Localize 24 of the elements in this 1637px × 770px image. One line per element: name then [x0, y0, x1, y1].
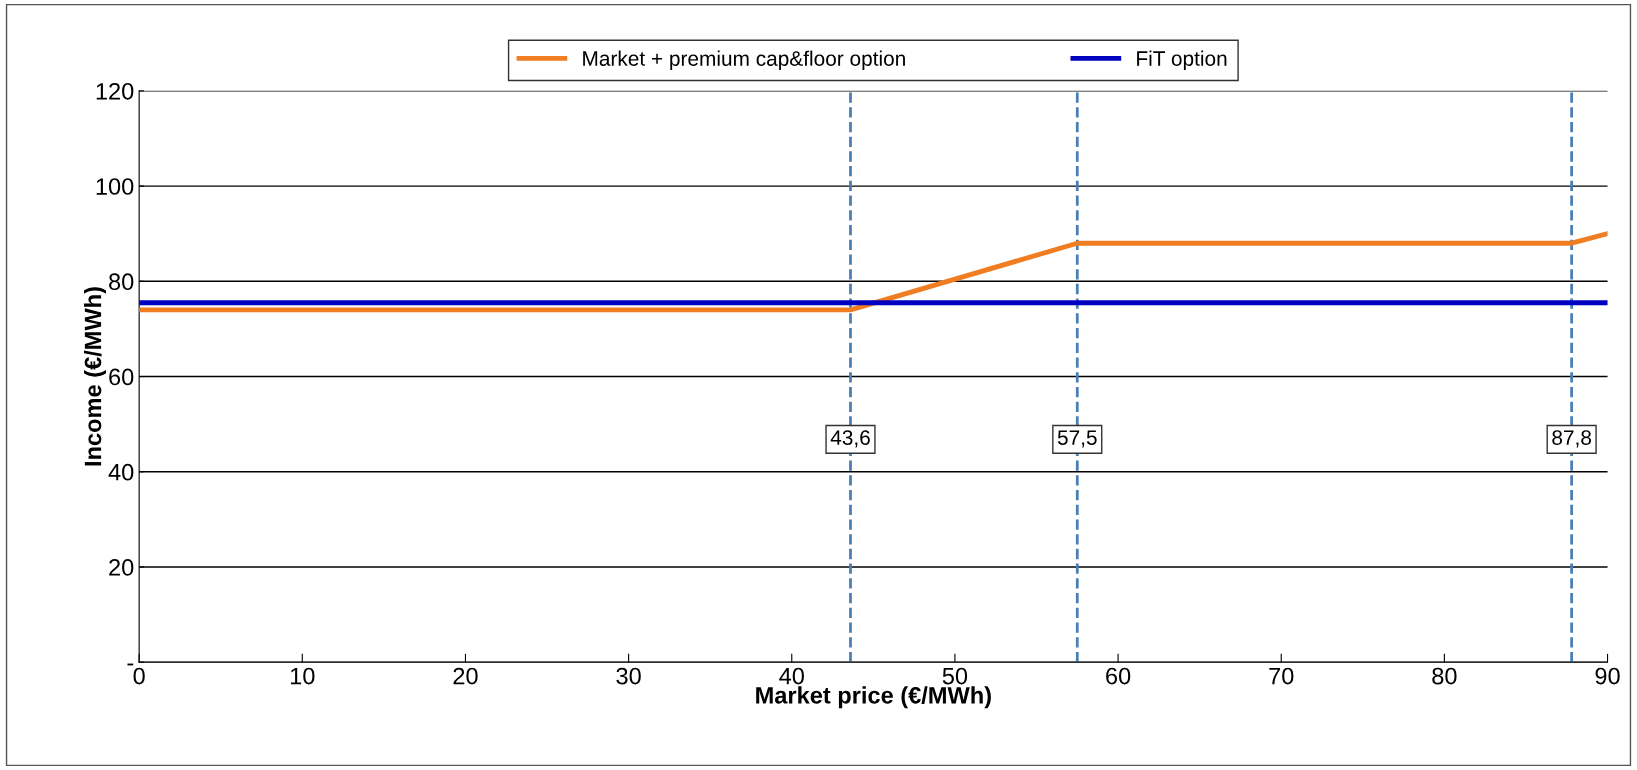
- ref-line-label: 57,5: [1057, 430, 1097, 448]
- x-tick-label: 70: [1269, 667, 1294, 685]
- y-tick-label: 100: [96, 178, 134, 195]
- y-tick-label: 80: [109, 273, 134, 291]
- ref-line-label: 43,6: [830, 430, 870, 448]
- ref-line-label: 87,8: [1552, 430, 1592, 448]
- x-tick-label: 0: [133, 667, 145, 685]
- x-tick-label: 20: [453, 667, 478, 685]
- legend-label: Market + premium cap&floor option: [583, 50, 905, 71]
- y-axis-title: Income (€/MWh): [84, 287, 107, 466]
- x-axis-title: Market price (€/MWh): [756, 686, 991, 709]
- y-tick-label: 40: [108, 463, 134, 481]
- x-tick-label: 30: [616, 667, 641, 685]
- x-tick-label: 90: [1595, 667, 1620, 685]
- y-tick-label: -: [127, 663, 134, 666]
- x-tick-label: 60: [1106, 667, 1131, 685]
- y-tick-label: 60: [109, 368, 134, 386]
- x-tick-label: 40: [779, 667, 804, 685]
- x-tick-label: 10: [290, 667, 315, 685]
- x-tick-label: 50: [942, 667, 968, 685]
- y-tick-label: 120: [96, 82, 134, 100]
- legend-label: FiT option: [1137, 50, 1227, 71]
- x-tick-label: 80: [1432, 667, 1457, 685]
- y-tick-label: 20: [109, 559, 134, 576]
